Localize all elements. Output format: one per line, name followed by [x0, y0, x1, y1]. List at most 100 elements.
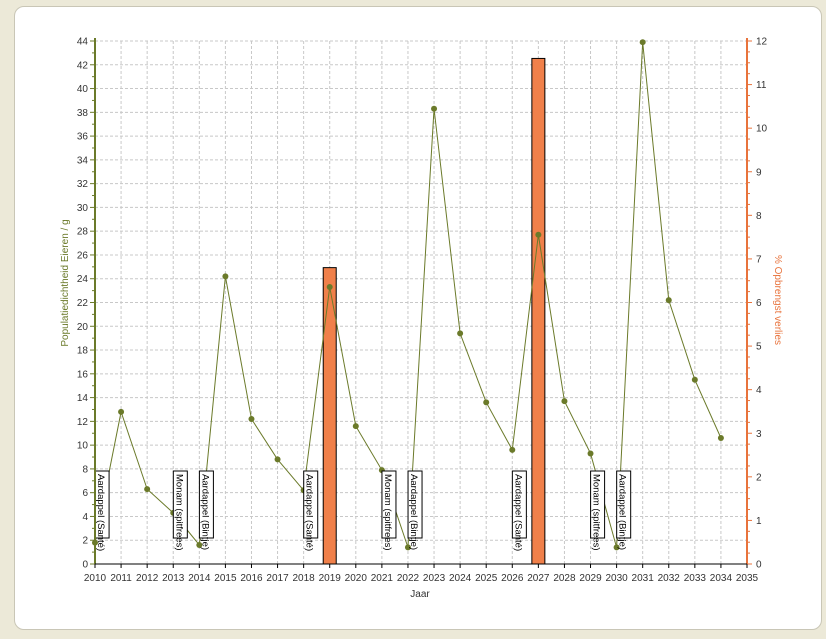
- crop-label-box: [172, 470, 188, 539]
- y-tick-label-left: 30: [77, 203, 89, 214]
- data-point: [639, 39, 646, 46]
- x-tick-label: 2035: [736, 573, 759, 584]
- crop-label: Monam (spitfrees): [172, 470, 188, 551]
- y-tick-label-left: 18: [77, 346, 89, 357]
- crop-label: Aardappel (Bintje): [198, 470, 214, 550]
- crop-label-box: [381, 470, 397, 539]
- x-tick-label: 2030: [605, 573, 628, 584]
- data-point: [404, 544, 411, 551]
- crop-label-text: Monam (spitfrees): [591, 474, 602, 551]
- data-point: [352, 423, 359, 430]
- y-tick-label-left: 40: [77, 84, 89, 95]
- y-tick-label-left: 12: [77, 417, 89, 428]
- y-tick-label-left: 34: [77, 155, 89, 166]
- data-point: [222, 273, 229, 280]
- x-tick-label: 2018: [293, 573, 316, 584]
- data-point: [587, 450, 594, 457]
- crop-label: Aardappel (Santé): [303, 470, 319, 551]
- y-tick-label-left: 36: [77, 132, 89, 143]
- crop-label: Aardappel (Santé): [511, 470, 527, 551]
- data-point: [326, 284, 333, 291]
- x-tick-label: 2032: [658, 573, 681, 584]
- y-tick-label-left: 2: [82, 536, 88, 547]
- y-tick-label-right: 9: [756, 167, 762, 178]
- data-point: [144, 486, 151, 493]
- y-tick-label-right: 7: [756, 254, 762, 265]
- crop-label-text: Monam (spitfrees): [382, 474, 393, 551]
- data-point: [118, 408, 125, 415]
- x-tick-label: 2031: [632, 573, 655, 584]
- y-tick-label-right: 8: [756, 211, 762, 222]
- x-tick-label: 2016: [240, 573, 263, 584]
- data-point: [274, 456, 281, 463]
- data-point: [431, 105, 438, 112]
- data-point: [535, 231, 542, 238]
- y-tick-label-left: 32: [77, 179, 89, 190]
- crop-label-box: [511, 470, 527, 539]
- y-tick-label-left: 42: [77, 60, 89, 71]
- x-tick-label: 2020: [345, 573, 368, 584]
- y-tick-label-left: 28: [77, 227, 89, 238]
- y-tick-label-left: 22: [77, 298, 89, 309]
- line-series: [92, 39, 724, 551]
- y-tick-label-left: 0: [82, 560, 88, 571]
- crop-label-text: Aardappel (Bintje): [199, 474, 210, 550]
- y-tick-label-right: 1: [756, 516, 762, 527]
- crop-label-text: Monam (spitfrees): [173, 474, 184, 551]
- x-tick-label: 2017: [266, 573, 289, 584]
- x-tick-label: 2013: [162, 573, 185, 584]
- x-tick-label: 2022: [397, 573, 420, 584]
- x-tick-label: 2012: [136, 573, 159, 584]
- crop-label: Aardappel (Santé): [94, 470, 110, 551]
- data-point: [483, 399, 490, 406]
- x-tick-label: 2014: [188, 573, 211, 584]
- x-tick-label: 2023: [423, 573, 446, 584]
- crop-label-box: [198, 470, 214, 539]
- y-tick-label-left: 10: [77, 441, 89, 452]
- crop-label-box: [407, 470, 423, 539]
- crop-label-box: [616, 470, 632, 539]
- y-tick-label-right: 5: [756, 342, 762, 353]
- data-point: [248, 415, 255, 422]
- data-point: [691, 376, 698, 383]
- crop-label-text: Aardappel (Bintje): [408, 474, 419, 550]
- crop-label-text: Aardappel (Santé): [95, 474, 106, 551]
- y-tick-label-left: 20: [77, 322, 89, 333]
- y-axis-title-right: % Opbrengst verlies: [772, 255, 783, 345]
- y-tick-label-left: 4: [82, 512, 88, 523]
- crop-label-text: Aardappel (Santé): [512, 474, 523, 551]
- y-tick-label-left: 8: [82, 464, 88, 475]
- x-tick-label: 2029: [579, 573, 602, 584]
- data-point: [613, 544, 620, 551]
- y-tick-label-right: 10: [756, 124, 768, 135]
- crop-label-box: [590, 470, 606, 539]
- crop-label-text: Aardappel (Bintje): [617, 474, 628, 550]
- x-tick-label: 2025: [475, 573, 498, 584]
- y-tick-label-left: 38: [77, 108, 89, 119]
- x-axis-title: Jaar: [410, 589, 430, 600]
- crop-label: Monam (spitfrees): [590, 470, 606, 551]
- y-tick-label-left: 26: [77, 250, 89, 261]
- data-point: [196, 541, 203, 548]
- y-tick-label-left: 16: [77, 369, 89, 380]
- y-tick-label-right: 12: [756, 37, 768, 48]
- x-tick-label: 2010: [84, 573, 107, 584]
- y-tick-label-left: 14: [77, 393, 89, 404]
- x-tick-label: 2026: [501, 573, 524, 584]
- x-tick-label: 2024: [449, 573, 472, 584]
- x-tick-label: 2015: [214, 573, 237, 584]
- crop-label: Aardappel (Bintje): [407, 470, 423, 550]
- data-point: [509, 446, 516, 453]
- x-tick-label: 2027: [527, 573, 550, 584]
- x-tick-label: 2034: [710, 573, 733, 584]
- data-point: [561, 398, 568, 405]
- x-tick-label: 2028: [553, 573, 576, 584]
- y-tick-label-right: 11: [756, 80, 767, 91]
- crop-label-text: Aardappel (Santé): [304, 474, 315, 551]
- y-tick-label-right: 6: [756, 298, 762, 309]
- axes: 0246810121416182022242628303234363840424…: [77, 37, 768, 585]
- data-point: [457, 330, 464, 337]
- y-axis-title-left: Populatiedichtheid Eieren / g: [60, 219, 71, 346]
- data-point: [665, 297, 672, 304]
